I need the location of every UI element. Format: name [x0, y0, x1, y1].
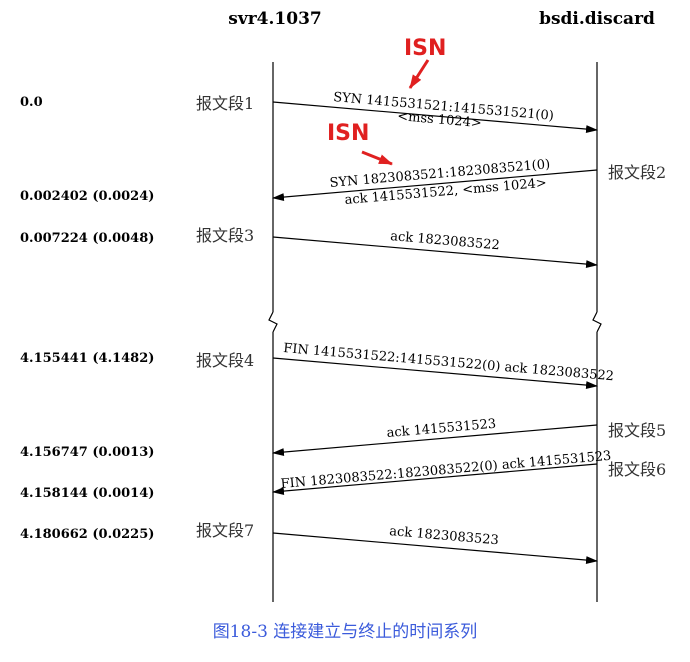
time-3: 0.007224 (0.0048): [20, 231, 154, 246]
isn-label-2: ISN: [327, 121, 369, 146]
arrow-segment-4: [272, 357, 598, 390]
arrow-segment-2: [272, 169, 598, 202]
arrow-segment-3: [272, 236, 598, 269]
timelines: [268, 62, 602, 602]
arrow-segment-6: [272, 463, 598, 496]
segment-label-4: 报文段4: [196, 351, 254, 370]
message-3: ack 1823083522: [390, 229, 501, 253]
time-4: 4.155441 (4.1482): [20, 351, 154, 366]
host-left-label: svr4.1037: [228, 9, 321, 29]
arrow-segment-1: [272, 101, 598, 134]
arrow-segment-7: [272, 532, 598, 565]
time-2: 0.002402 (0.0024): [20, 189, 154, 204]
time-1: 0.0: [20, 95, 43, 110]
time-6: 4.158144 (0.0014): [20, 486, 154, 501]
time-7: 4.180662 (0.0225): [20, 527, 154, 542]
segment-label-6: 报文段6: [608, 460, 666, 479]
segment-label-7: 报文段7: [196, 521, 254, 540]
isn-label-1: ISN: [404, 36, 446, 61]
isn-arrow-2: [361, 150, 393, 166]
message-6: FIN 1823083522:1823083522(0) ack 1415531…: [280, 449, 612, 492]
segment-label-3: 报文段3: [196, 226, 254, 245]
right-timeline: [592, 62, 602, 602]
segment-label-5: 报文段5: [608, 421, 666, 440]
host-right-label: bsdi.discard: [539, 9, 655, 29]
message-5: ack 1415531523: [386, 417, 497, 441]
message-1-line-2: <mss 1024>: [397, 109, 483, 131]
segment-label-1: 报文段1: [196, 94, 254, 113]
segment-label-2: 报文段2: [608, 163, 666, 182]
arrow-segment-5: [272, 424, 598, 457]
figure-caption: 图18-3 连接建立与终止的时间系列: [213, 622, 478, 642]
time-5: 4.156747 (0.0013): [20, 445, 154, 460]
isn-arrow-1: [408, 59, 430, 89]
left-timeline: [268, 62, 278, 602]
